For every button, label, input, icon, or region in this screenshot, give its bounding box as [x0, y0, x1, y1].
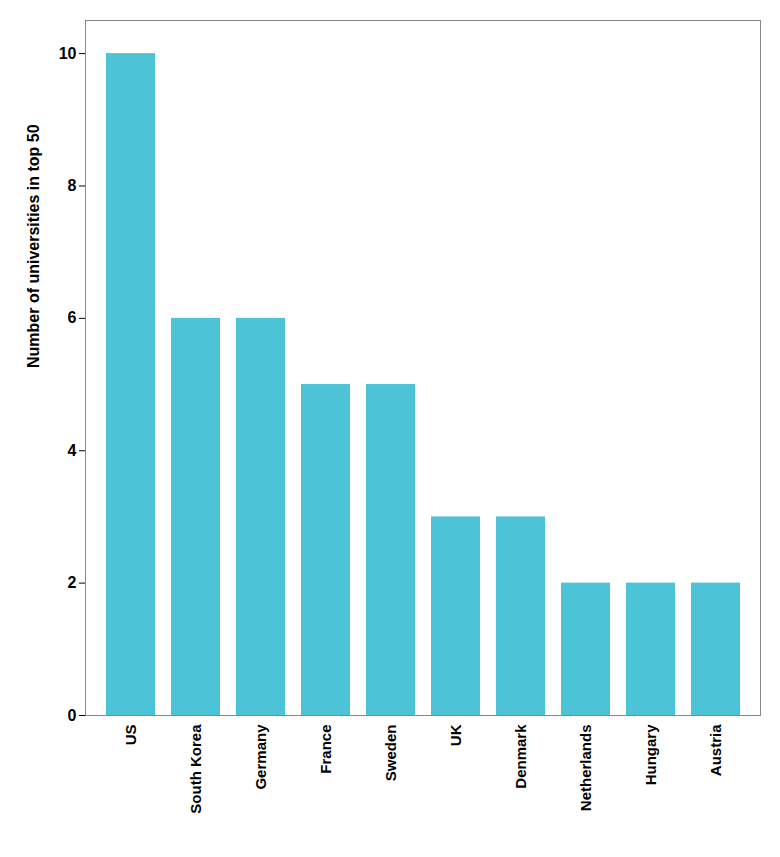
svg-text:Denmark: Denmark	[512, 724, 529, 789]
svg-text:US: US	[122, 725, 139, 746]
svg-text:2: 2	[68, 574, 77, 591]
svg-text:Number of universities in top: Number of universities in top 50	[25, 124, 42, 368]
svg-text:0: 0	[68, 707, 77, 724]
svg-text:Austria: Austria	[707, 724, 724, 776]
svg-text:Hungary: Hungary	[642, 724, 659, 786]
svg-text:South Korea: South Korea	[187, 724, 204, 814]
svg-text:6: 6	[68, 309, 77, 326]
svg-text:Germany: Germany	[252, 724, 269, 790]
svg-text:Sweden: Sweden	[382, 725, 399, 782]
svg-text:10: 10	[59, 45, 77, 62]
svg-text:France: France	[317, 725, 334, 774]
svg-text:4: 4	[68, 442, 77, 459]
svg-text:UK: UK	[447, 724, 464, 746]
svg-text:Netherlands: Netherlands	[577, 725, 594, 812]
svg-text:8: 8	[68, 177, 77, 194]
